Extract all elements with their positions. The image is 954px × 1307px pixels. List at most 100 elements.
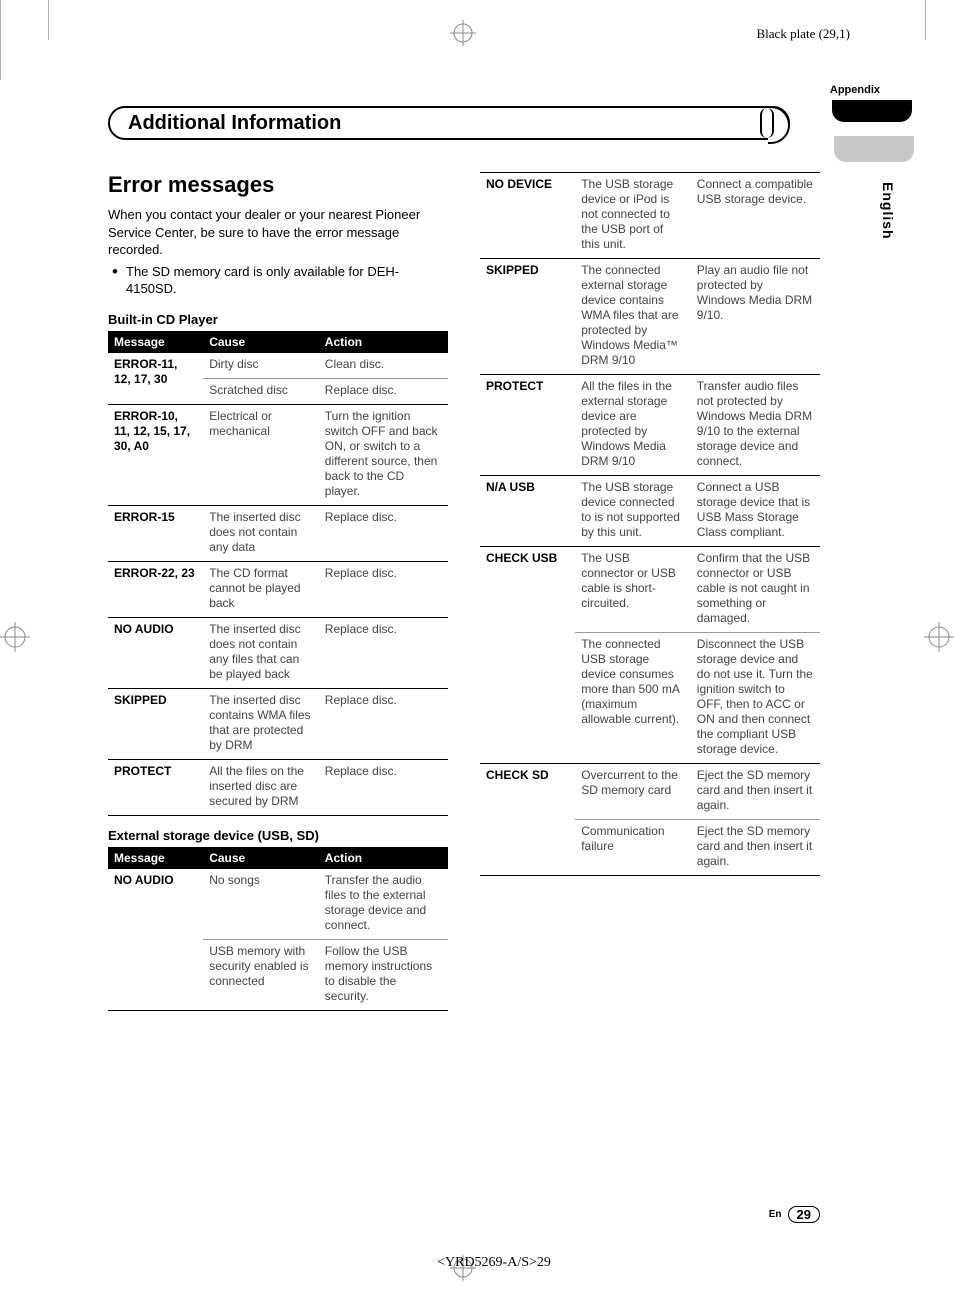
external-storage-errors-table-continued: NO DEVICE The USB storage device or iPod… bbox=[480, 172, 820, 876]
cell-cause: The inserted disc contains WMA files tha… bbox=[203, 688, 319, 759]
cell-message: NO AUDIO bbox=[108, 869, 203, 1011]
cell-action: Follow the USB memory instructions to di… bbox=[319, 939, 448, 1010]
crop-mark bbox=[48, 0, 49, 40]
cell-action: Connect a USB storage device that is USB… bbox=[691, 476, 820, 547]
cell-cause: The inserted disc does not contain any f… bbox=[203, 617, 319, 688]
cell-action: Replace disc. bbox=[319, 378, 448, 404]
table-row: ERROR-15 The inserted disc does not cont… bbox=[108, 505, 448, 561]
cell-action: Disconnect the USB storage device and do… bbox=[691, 633, 820, 764]
crop-mark bbox=[925, 0, 926, 40]
table-row: PROTECT All the files in the external st… bbox=[480, 375, 820, 476]
title-bar-notch-icon bbox=[760, 108, 774, 138]
table-row: NO DEVICE The USB storage device or iPod… bbox=[480, 173, 820, 259]
section-heading: Error messages bbox=[108, 172, 448, 198]
table-row: ERROR-22, 23 The CD format cannot be pla… bbox=[108, 561, 448, 617]
registration-cross-icon bbox=[924, 622, 954, 657]
cell-cause: The connected external storage device co… bbox=[575, 259, 691, 375]
cell-action: Replace disc. bbox=[319, 561, 448, 617]
cd-player-errors-table: Message Cause Action ERROR-11, 12, 17, 3… bbox=[108, 331, 448, 816]
col-message: Message bbox=[108, 847, 203, 869]
note-item: The SD memory card is only available for… bbox=[126, 263, 448, 298]
cell-action: Replace disc. bbox=[319, 617, 448, 688]
appendix-label: Appendix bbox=[830, 84, 880, 96]
footer-lang: En bbox=[769, 1209, 782, 1220]
table-title: Built-in CD Player bbox=[108, 312, 448, 327]
cell-message: N/A USB bbox=[480, 476, 575, 547]
col-action: Action bbox=[319, 847, 448, 869]
external-storage-errors-table: Message Cause Action NO AUDIO No songs T… bbox=[108, 847, 448, 1011]
col-cause: Cause bbox=[203, 847, 319, 869]
cell-cause: All the files in the external storage de… bbox=[575, 375, 691, 476]
crop-mark bbox=[0, 0, 1, 40]
cell-action: Eject the SD memory card and then insert… bbox=[691, 764, 820, 820]
table-row: ERROR-10, 11, 12, 15, 17, 30, A0 Electri… bbox=[108, 404, 448, 505]
left-column: Error messages When you contact your dea… bbox=[108, 172, 448, 1177]
table-row: PROTECT All the files on the inserted di… bbox=[108, 759, 448, 815]
col-message: Message bbox=[108, 331, 203, 353]
cell-cause: The USB storage device connected to is n… bbox=[575, 476, 691, 547]
table-row: SKIPPED The inserted disc contains WMA f… bbox=[108, 688, 448, 759]
section-tab bbox=[832, 100, 912, 122]
cell-message: NO AUDIO bbox=[108, 617, 203, 688]
document-code: <YRD5269-A/S>29 bbox=[437, 1255, 551, 1271]
page: Black plate (29,1) Appendix English Addi… bbox=[108, 76, 880, 1227]
registration-mark-icon bbox=[450, 20, 476, 46]
table-row: ERROR-11, 12, 17, 30 Dirty disc Clean di… bbox=[108, 353, 448, 379]
cell-message: CHECK USB bbox=[480, 547, 575, 764]
chapter-title-bar: Additional Information bbox=[108, 106, 790, 140]
cell-cause: The CD format cannot be played back bbox=[203, 561, 319, 617]
language-tab bbox=[834, 136, 914, 162]
cell-cause: Communication failure bbox=[575, 820, 691, 876]
right-column: NO DEVICE The USB storage device or iPod… bbox=[480, 172, 820, 1177]
cell-message: NO DEVICE bbox=[480, 173, 575, 259]
cell-action: Turn the ignition switch OFF and back ON… bbox=[319, 404, 448, 505]
language-label: English bbox=[880, 182, 896, 240]
cell-action: Eject the SD memory card and then insert… bbox=[691, 820, 820, 876]
table-row: CHECK USB The USB connector or USB cable… bbox=[480, 547, 820, 633]
cell-action: Transfer audio files not protected by Wi… bbox=[691, 375, 820, 476]
cell-message: PROTECT bbox=[108, 759, 203, 815]
cell-message: SKIPPED bbox=[480, 259, 575, 375]
cell-action: Connect a compatible USB storage device. bbox=[691, 173, 820, 259]
cell-cause: Electrical or mechanical bbox=[203, 404, 319, 505]
cell-cause: The USB connector or USB cable is short-… bbox=[575, 547, 691, 633]
black-plate-label: Black plate (29,1) bbox=[757, 26, 851, 42]
cell-action: Play an audio file not protected by Wind… bbox=[691, 259, 820, 375]
cell-cause: All the files on the inserted disc are s… bbox=[203, 759, 319, 815]
table-row: N/A USB The USB storage device connected… bbox=[480, 476, 820, 547]
cell-cause: Overcurrent to the SD memory card bbox=[575, 764, 691, 820]
registration-cross-icon bbox=[0, 622, 30, 657]
col-cause: Cause bbox=[203, 331, 319, 353]
content-columns: Error messages When you contact your dea… bbox=[108, 172, 820, 1177]
cell-message: ERROR-22, 23 bbox=[108, 561, 203, 617]
cell-action: Replace disc. bbox=[319, 505, 448, 561]
cell-message: SKIPPED bbox=[108, 688, 203, 759]
cell-cause: The inserted disc does not contain any d… bbox=[203, 505, 319, 561]
crop-mark bbox=[0, 40, 954, 80]
table-row: NO AUDIO No songs Transfer the audio fil… bbox=[108, 869, 448, 940]
cell-action: Replace disc. bbox=[319, 688, 448, 759]
cell-cause: The connected USB storage device consume… bbox=[575, 633, 691, 764]
note-list: The SD memory card is only available for… bbox=[108, 263, 448, 298]
chapter-title: Additional Information bbox=[128, 112, 341, 135]
cell-message: ERROR-11, 12, 17, 30 bbox=[108, 353, 203, 405]
cell-action: Confirm that the USB connector or USB ca… bbox=[691, 547, 820, 633]
cell-cause: Scratched disc bbox=[203, 378, 319, 404]
cell-message: ERROR-15 bbox=[108, 505, 203, 561]
cell-cause: USB memory with security enabled is conn… bbox=[203, 939, 319, 1010]
cell-message: PROTECT bbox=[480, 375, 575, 476]
col-action: Action bbox=[319, 331, 448, 353]
intro-paragraph: When you contact your dealer or your nea… bbox=[108, 206, 448, 259]
cell-message: ERROR-10, 11, 12, 15, 17, 30, A0 bbox=[108, 404, 203, 505]
cell-action: Replace disc. bbox=[319, 759, 448, 815]
table-title: External storage device (USB, SD) bbox=[108, 828, 448, 843]
cell-action: Clean disc. bbox=[319, 353, 448, 379]
cell-cause: Dirty disc bbox=[203, 353, 319, 379]
table-row: SKIPPED The connected external storage d… bbox=[480, 259, 820, 375]
table-row: NO AUDIO The inserted disc does not cont… bbox=[108, 617, 448, 688]
page-number: 29 bbox=[788, 1206, 820, 1223]
page-footer: En 29 bbox=[769, 1206, 820, 1223]
table-row: CHECK SD Overcurrent to the SD memory ca… bbox=[480, 764, 820, 820]
cell-action: Transfer the audio files to the external… bbox=[319, 869, 448, 940]
cell-message: CHECK SD bbox=[480, 764, 575, 876]
